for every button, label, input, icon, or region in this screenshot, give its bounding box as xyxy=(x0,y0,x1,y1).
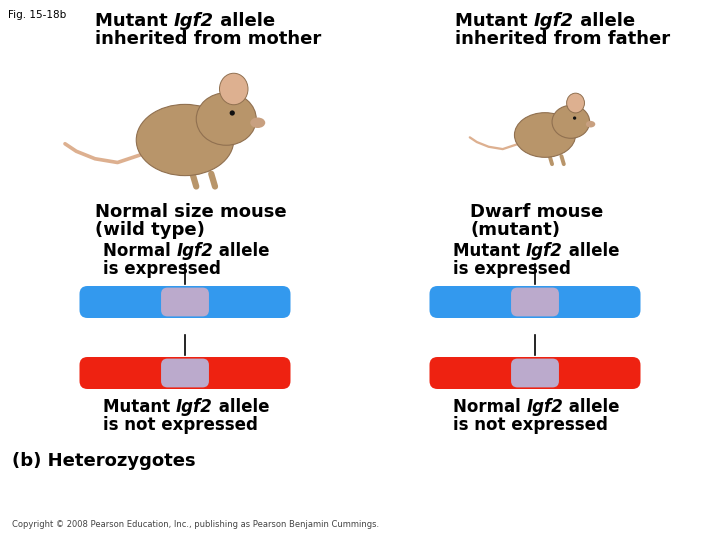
Ellipse shape xyxy=(251,118,265,128)
Text: Igf2: Igf2 xyxy=(174,12,214,30)
Text: Igf2: Igf2 xyxy=(176,398,212,416)
Text: allele: allele xyxy=(563,242,619,260)
Text: Dwarf mouse: Dwarf mouse xyxy=(470,203,603,221)
Text: is not expressed: is not expressed xyxy=(103,416,258,434)
Ellipse shape xyxy=(230,110,235,116)
Text: allele: allele xyxy=(563,398,620,416)
Text: Normal size mouse: Normal size mouse xyxy=(95,203,287,221)
Ellipse shape xyxy=(197,93,256,145)
Text: allele: allele xyxy=(574,12,635,30)
Text: Fig. 15-18b: Fig. 15-18b xyxy=(8,10,66,20)
Text: is not expressed: is not expressed xyxy=(453,416,608,434)
FancyBboxPatch shape xyxy=(430,286,641,318)
Text: Igf2: Igf2 xyxy=(526,398,563,416)
Text: allele: allele xyxy=(213,242,270,260)
Ellipse shape xyxy=(586,121,595,127)
FancyBboxPatch shape xyxy=(511,288,559,316)
Text: inherited from mother: inherited from mother xyxy=(95,30,321,48)
Ellipse shape xyxy=(515,113,575,157)
Text: Normal: Normal xyxy=(453,398,526,416)
Text: (mutant): (mutant) xyxy=(470,221,560,239)
FancyBboxPatch shape xyxy=(79,357,290,389)
Ellipse shape xyxy=(136,104,234,176)
FancyBboxPatch shape xyxy=(79,286,290,318)
FancyBboxPatch shape xyxy=(161,288,209,316)
Text: Copyright © 2008 Pearson Education, Inc., publishing as Pearson Benjamin Cumming: Copyright © 2008 Pearson Education, Inc.… xyxy=(12,520,379,529)
Text: inherited from father: inherited from father xyxy=(455,30,670,48)
Ellipse shape xyxy=(573,117,576,120)
Text: Mutant: Mutant xyxy=(455,12,534,30)
Ellipse shape xyxy=(220,73,248,105)
FancyBboxPatch shape xyxy=(161,359,209,387)
Text: Mutant: Mutant xyxy=(95,12,174,30)
FancyBboxPatch shape xyxy=(511,359,559,387)
Text: Igf2: Igf2 xyxy=(176,242,213,260)
Text: is expressed: is expressed xyxy=(103,260,221,278)
Ellipse shape xyxy=(567,93,585,113)
Ellipse shape xyxy=(552,105,590,138)
Text: Igf2: Igf2 xyxy=(526,242,563,260)
Text: Igf2: Igf2 xyxy=(534,12,574,30)
Text: allele: allele xyxy=(214,12,275,30)
Text: (wild type): (wild type) xyxy=(95,221,205,239)
Text: Mutant: Mutant xyxy=(103,398,176,416)
Text: allele: allele xyxy=(212,398,269,416)
Text: (b) Heterozygotes: (b) Heterozygotes xyxy=(12,452,196,470)
Text: Mutant: Mutant xyxy=(453,242,526,260)
Text: is expressed: is expressed xyxy=(453,260,571,278)
FancyBboxPatch shape xyxy=(430,357,641,389)
Text: Normal: Normal xyxy=(103,242,176,260)
